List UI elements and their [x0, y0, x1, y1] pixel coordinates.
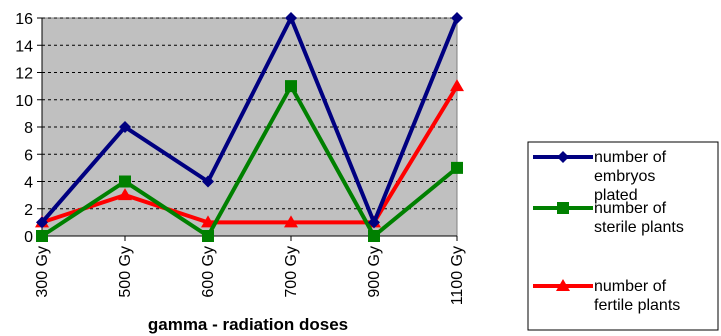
data-point-marker	[451, 161, 463, 174]
legend-item-3: number of fertile plants	[533, 278, 680, 314]
y-tick-label: 2	[24, 202, 33, 219]
series-2	[36, 80, 463, 242]
data-point-marker	[36, 216, 48, 229]
data-point-marker	[368, 216, 380, 229]
data-point-marker	[451, 12, 463, 24]
x-tick-label: 700 Gy	[283, 246, 300, 298]
data-point-marker	[202, 230, 214, 242]
x-tick-label: 600 Gy	[200, 246, 217, 298]
x-tick-label: 900 Gy	[366, 246, 383, 298]
y-tick-label: 0	[24, 229, 33, 246]
x-tick-label: 300 Gy	[34, 246, 51, 298]
series-line	[41, 85, 459, 225]
y-tick-label: 8	[24, 120, 33, 137]
legend-label: number of embryos plated	[594, 149, 667, 204]
data-point-marker	[285, 12, 297, 24]
y-tick-label: 14	[15, 38, 33, 55]
y-tick-label: 12	[15, 66, 33, 83]
series-lines	[35, 12, 464, 242]
y-tick-label: 6	[24, 147, 33, 164]
data-point-marker	[557, 151, 569, 163]
legend-label: number of sterile plants	[594, 200, 684, 236]
y-tick-label: 10	[15, 93, 33, 110]
y-axis: 0 2 4 6 8 10 12 14 16	[15, 11, 43, 246]
legend-box	[527, 141, 719, 331]
data-point-marker	[118, 188, 132, 201]
x-axis: 300 Gy 500 Gy 600 Gy 700 Gy 900 Gy 1100 Gy	[34, 235, 466, 305]
data-point-marker	[201, 215, 215, 228]
legend-label: number of fertile plants	[594, 278, 680, 314]
data-point-marker	[119, 175, 131, 188]
y-tick-label: 16	[15, 11, 33, 28]
legend-item-1: number of embryos plated	[533, 149, 667, 204]
series-1	[36, 12, 463, 229]
x-axis-title: gamma - radiation doses	[148, 315, 348, 334]
data-point-marker	[36, 230, 48, 242]
data-point-marker	[556, 279, 570, 291]
x-tick-label: 1100 Gy	[449, 246, 466, 305]
data-point-marker	[557, 202, 569, 214]
data-point-marker	[284, 215, 298, 228]
series-line	[40, 13, 459, 228]
data-point-marker	[450, 79, 464, 92]
data-point-marker	[368, 230, 380, 242]
data-point-marker	[202, 175, 214, 188]
x-tick-label: 500 Gy	[117, 246, 134, 298]
series-line	[40, 81, 459, 240]
data-point-marker	[285, 80, 297, 93]
y-tick-label: 4	[24, 175, 33, 192]
data-point-marker	[119, 121, 131, 133]
legend-item-2: number of sterile plants	[533, 200, 684, 236]
